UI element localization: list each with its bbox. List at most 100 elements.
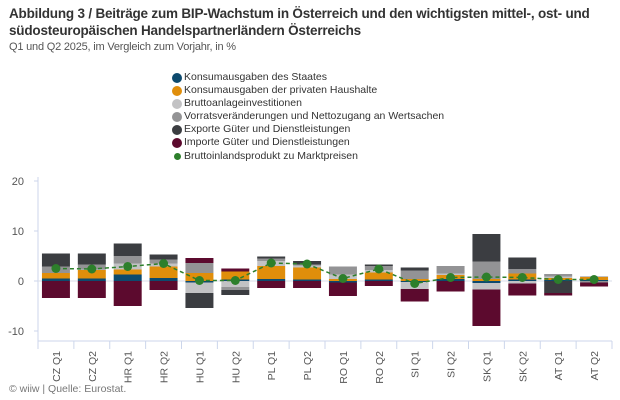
bar-segment — [41, 278, 70, 281]
bar-segment — [185, 258, 214, 263]
source-note: © wiiw | Quelle: Eurostat. — [9, 383, 127, 395]
bar-segment — [472, 234, 501, 262]
y-tick-label: -10 — [8, 326, 24, 338]
bar-segment — [149, 281, 178, 290]
x-tick-label: HU Q1 — [194, 351, 206, 383]
bar-segment — [508, 283, 537, 296]
bar-segment — [41, 253, 70, 267]
bar-segment — [472, 283, 501, 290]
bar-segment — [544, 293, 573, 296]
bar-segment — [472, 289, 501, 326]
bar-segment — [472, 281, 501, 283]
bar-segment — [41, 273, 70, 279]
bar-segment — [436, 281, 465, 292]
bar-segment — [257, 281, 286, 288]
bar-segment — [508, 269, 537, 274]
gdp-point — [446, 273, 456, 282]
legend-swatch-icon — [172, 124, 182, 135]
bar-segment — [149, 254, 178, 260]
bar-segment — [364, 279, 393, 281]
bar-segment — [113, 243, 142, 256]
gdp-point — [589, 275, 599, 284]
bar-segment — [185, 263, 214, 273]
bar-segment — [580, 282, 609, 287]
x-tick-label: SI Q1 — [410, 351, 422, 378]
gdp-point — [410, 279, 420, 288]
bar-segment — [113, 256, 142, 264]
legend-label: Konsumausgaben der privaten Haushalte — [184, 84, 378, 97]
bar-segment — [508, 257, 537, 269]
legend-item[interactable]: Importe Güter und Dienstleistungen — [172, 136, 444, 149]
x-tick-label: HR Q2 — [159, 351, 171, 383]
legend-item[interactable]: Bruttoanlageinvestitionen — [172, 97, 444, 110]
legend-swatch-icon — [174, 152, 181, 160]
bar-segment — [400, 267, 429, 271]
bar-segment — [149, 278, 178, 281]
x-tick-label: PL Q1 — [266, 351, 278, 381]
gdp-point — [266, 258, 276, 268]
y-tick-label: 0 — [18, 276, 24, 288]
bar-segment — [221, 271, 250, 280]
bar-segment — [472, 261, 501, 279]
x-tick-label: AT Q1 — [553, 351, 565, 381]
gdp-point — [230, 276, 240, 285]
x-tick-label: SK Q2 — [517, 351, 529, 382]
legend-item[interactable]: Konsumausgaben des Staates — [172, 71, 444, 84]
bar-segment — [113, 274, 142, 281]
gdp-point — [302, 259, 312, 269]
gdp-point — [159, 259, 169, 268]
legend-label: Exporte Güter und Dienstleistungen — [184, 123, 351, 136]
gdp-point — [51, 264, 61, 273]
gdp-point — [553, 275, 563, 284]
gdp-line — [55, 262, 595, 285]
bar-segment — [257, 279, 286, 281]
bar-segment — [364, 272, 393, 280]
bar-segment — [221, 290, 250, 295]
bar-segment — [328, 266, 357, 275]
bar-segment — [293, 279, 322, 281]
legend-item[interactable]: Konsumausgaben der privaten Haushalte — [172, 84, 444, 97]
bar-segment — [77, 253, 106, 265]
bar-segment — [257, 256, 286, 259]
bar-segment — [77, 281, 106, 298]
gdp-point — [87, 264, 97, 274]
gdp-point — [338, 274, 348, 283]
legend-swatch-icon — [172, 98, 182, 109]
bar-segment — [41, 281, 70, 298]
legend-swatch-icon — [172, 72, 182, 83]
x-tick-label: HU Q2 — [230, 351, 242, 383]
legend-label: Bruttoanlageinvestitionen — [184, 97, 302, 110]
gdp-point — [374, 264, 384, 274]
x-tick-label: RO Q2 — [374, 351, 386, 384]
legend-item[interactable]: Vorratsveränderungen und Nettozugang an … — [172, 110, 444, 123]
bar-segment — [185, 282, 214, 293]
bar-segment — [113, 269, 142, 275]
gdp-point — [517, 273, 527, 282]
legend-label: Vorratsveränderungen und Nettozugang an … — [184, 110, 445, 123]
bar-segment — [257, 266, 286, 279]
bar-segment — [508, 281, 537, 284]
x-tick-label: HR Q1 — [123, 351, 135, 383]
bar-segment — [149, 266, 178, 278]
y-tick-label: 10 — [12, 226, 24, 238]
legend-swatch-icon — [172, 111, 182, 122]
bar-segment — [221, 287, 250, 290]
legend-item[interactable]: Exporte Güter und Dienstleistungen — [172, 123, 444, 136]
legend-swatch-icon — [172, 85, 182, 96]
x-tick-label: CZ Q1 — [51, 351, 63, 382]
legend-swatch-icon — [172, 138, 182, 149]
legend: Konsumausgaben des Staates Konsumausgaben… — [172, 71, 444, 163]
bar-segment — [77, 270, 106, 279]
x-tick-label: CZ Q2 — [87, 351, 99, 382]
x-tick-label: SK Q1 — [481, 351, 493, 382]
y-tick-label: 20 — [12, 176, 24, 188]
legend-item[interactable]: Bruttoinlandsprodukt zu Marktpreisen — [172, 150, 444, 163]
bar-segment — [364, 281, 393, 286]
gdp-point — [123, 262, 133, 271]
bar-segment — [328, 282, 357, 296]
bar-segment — [221, 268, 250, 272]
gdp-point — [481, 272, 491, 282]
x-tick-label: RO Q1 — [338, 351, 350, 384]
x-tick-label: AT Q2 — [589, 351, 601, 381]
